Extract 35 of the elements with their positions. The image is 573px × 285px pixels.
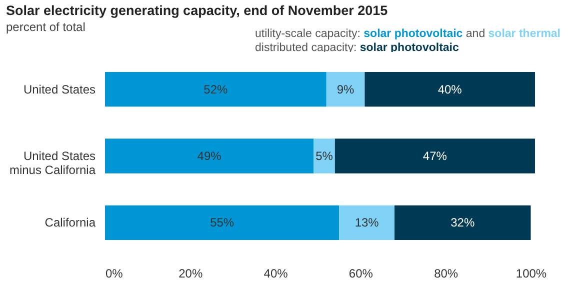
bar: [105, 138, 314, 174]
bar: [105, 205, 340, 240]
data-label: 9%: [336, 82, 355, 96]
bar: [314, 138, 335, 174]
data-label: 47%: [422, 149, 448, 163]
bar: [105, 72, 326, 107]
x-tick-label: 60%: [348, 266, 374, 280]
x-tick-label: 0%: [106, 266, 124, 280]
bar: [334, 138, 535, 174]
x-tick-label: 100%: [516, 266, 547, 280]
text: utility-scale capacity:: [255, 28, 362, 40]
y-tick-label: California: [44, 216, 96, 230]
x-tick-label: 40%: [264, 266, 288, 280]
data-label: 32%: [450, 216, 475, 230]
data-label: 55%: [210, 216, 234, 230]
text: solar thermal: [488, 28, 561, 40]
x-tick-label: 80%: [434, 266, 458, 280]
data-label: 5%: [316, 149, 334, 163]
bar: [326, 72, 365, 107]
text: and: [464, 28, 486, 40]
data-label: 49%: [197, 149, 222, 163]
bar: [364, 72, 535, 107]
chart-subtitle: percent of total: [6, 20, 86, 34]
bar: [394, 205, 531, 240]
data-label: 52%: [204, 82, 228, 96]
bar: [339, 205, 395, 240]
y-tick-label: United States: [23, 82, 96, 96]
data-label: 40%: [438, 82, 462, 96]
series-label: solar photovoltaic: [360, 42, 459, 54]
chart-title: Solar electricity generating capacity, end of November 2015: [6, 3, 388, 18]
text: distributed capacity:: [255, 42, 358, 54]
y-tick-label: United States minus California: [9, 149, 96, 177]
x-tick-label: 20%: [178, 266, 203, 280]
text: solar photovoltaic: [364, 28, 463, 40]
data-label: 13%: [354, 216, 380, 230]
